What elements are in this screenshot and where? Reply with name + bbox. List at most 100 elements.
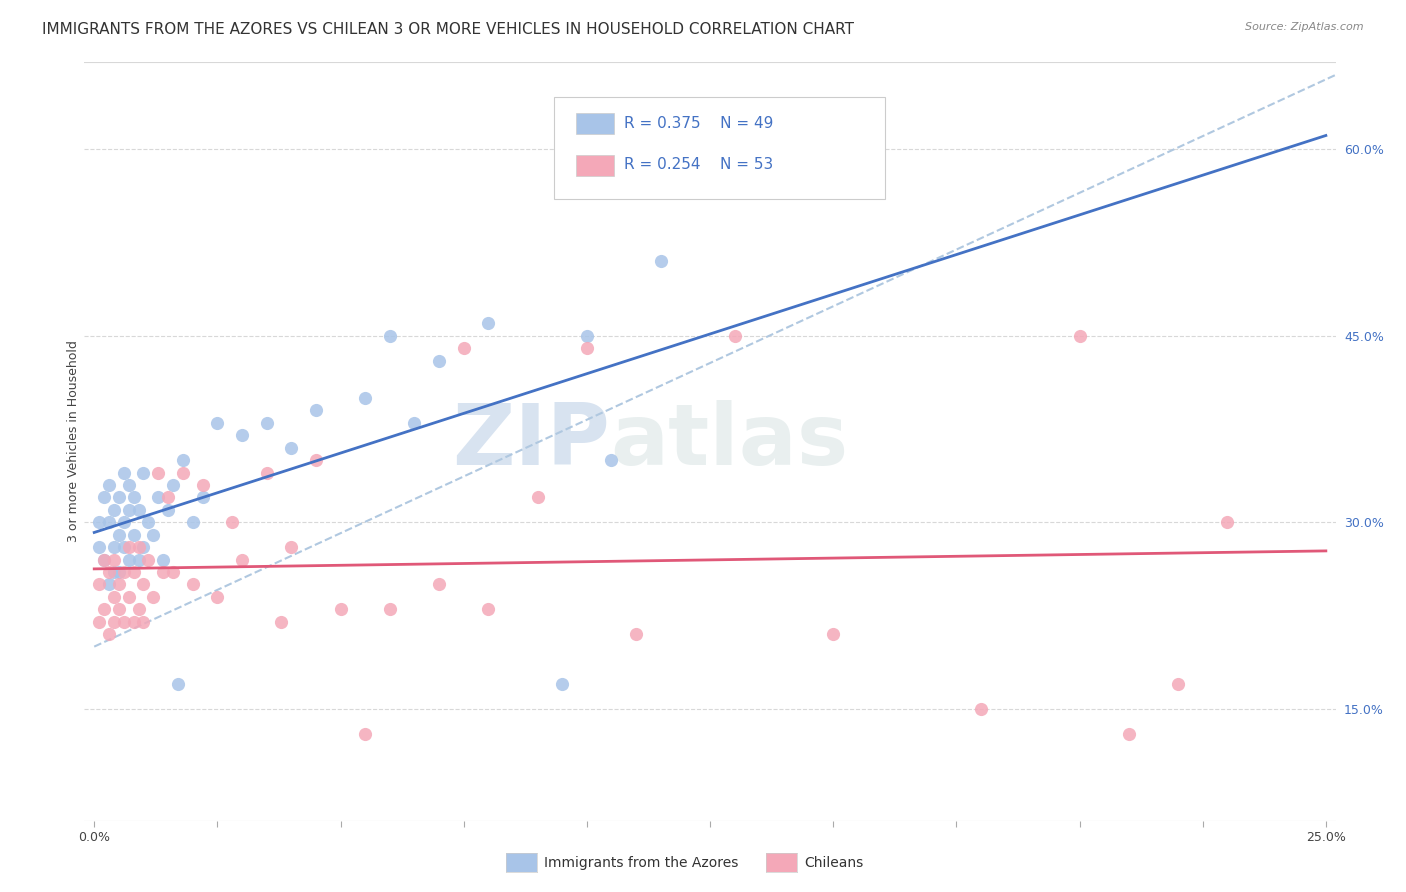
Text: atlas: atlas bbox=[610, 400, 848, 483]
Point bbox=[575, 329, 598, 343]
Text: Chileans: Chileans bbox=[804, 855, 863, 870]
Point bbox=[427, 353, 450, 368]
Point bbox=[724, 329, 747, 343]
Point bbox=[89, 577, 111, 591]
Point bbox=[138, 552, 160, 566]
Point bbox=[453, 341, 475, 355]
Point bbox=[122, 528, 145, 542]
Point bbox=[103, 590, 125, 604]
Point bbox=[93, 491, 115, 505]
Point bbox=[231, 552, 253, 566]
FancyBboxPatch shape bbox=[554, 96, 886, 199]
Point bbox=[118, 503, 141, 517]
Text: Source: ZipAtlas.com: Source: ZipAtlas.com bbox=[1246, 22, 1364, 32]
Point bbox=[128, 552, 150, 566]
Point bbox=[112, 615, 135, 629]
FancyBboxPatch shape bbox=[576, 155, 613, 177]
Text: R = 0.254    N = 53: R = 0.254 N = 53 bbox=[624, 157, 773, 172]
Point bbox=[378, 329, 401, 343]
Point bbox=[404, 416, 426, 430]
Point bbox=[89, 540, 111, 554]
Point bbox=[477, 317, 499, 331]
Point bbox=[132, 466, 155, 480]
Point bbox=[207, 416, 229, 430]
Point bbox=[823, 627, 845, 641]
Point bbox=[1167, 677, 1189, 691]
Point bbox=[477, 602, 499, 616]
Point bbox=[191, 491, 214, 505]
Point bbox=[93, 602, 115, 616]
Point bbox=[305, 403, 328, 417]
Point bbox=[354, 726, 377, 740]
Point bbox=[191, 478, 214, 492]
Point bbox=[256, 416, 278, 430]
Point bbox=[148, 466, 170, 480]
Point bbox=[108, 602, 131, 616]
Point bbox=[280, 540, 302, 554]
Point bbox=[89, 516, 111, 530]
Text: R = 0.375    N = 49: R = 0.375 N = 49 bbox=[624, 116, 773, 130]
Point bbox=[103, 552, 125, 566]
Point bbox=[329, 602, 352, 616]
Point bbox=[103, 503, 125, 517]
Point bbox=[103, 565, 125, 579]
Point bbox=[128, 540, 150, 554]
Point bbox=[103, 540, 125, 554]
Point bbox=[93, 552, 115, 566]
Point bbox=[98, 565, 121, 579]
Point bbox=[112, 466, 135, 480]
Point bbox=[132, 577, 155, 591]
FancyBboxPatch shape bbox=[576, 113, 613, 135]
Point bbox=[207, 590, 229, 604]
Point bbox=[132, 615, 155, 629]
Point bbox=[172, 453, 194, 467]
Point bbox=[624, 627, 647, 641]
Point bbox=[221, 516, 243, 530]
Text: ZIP: ZIP bbox=[453, 400, 610, 483]
Point bbox=[98, 577, 121, 591]
Point bbox=[280, 441, 302, 455]
Point bbox=[575, 341, 598, 355]
Point bbox=[231, 428, 253, 442]
Point bbox=[181, 516, 204, 530]
Point bbox=[650, 254, 672, 268]
Point bbox=[98, 478, 121, 492]
Point bbox=[256, 466, 278, 480]
Point bbox=[128, 602, 150, 616]
Point bbox=[354, 391, 377, 405]
Point bbox=[167, 677, 190, 691]
Point bbox=[112, 540, 135, 554]
Point bbox=[98, 627, 121, 641]
Point bbox=[118, 552, 141, 566]
Point bbox=[108, 491, 131, 505]
Point bbox=[142, 528, 165, 542]
Point bbox=[270, 615, 292, 629]
Point bbox=[1069, 329, 1091, 343]
Point bbox=[89, 615, 111, 629]
Point bbox=[118, 540, 141, 554]
Point bbox=[970, 702, 993, 716]
Point bbox=[122, 565, 145, 579]
Point bbox=[172, 466, 194, 480]
Point bbox=[157, 491, 180, 505]
Point bbox=[128, 503, 150, 517]
Y-axis label: 3 or more Vehicles in Household: 3 or more Vehicles in Household bbox=[66, 341, 80, 542]
Point bbox=[152, 565, 174, 579]
Point bbox=[138, 516, 160, 530]
Point bbox=[132, 540, 155, 554]
Point bbox=[103, 615, 125, 629]
Point bbox=[98, 516, 121, 530]
Point bbox=[427, 577, 450, 591]
Point bbox=[118, 478, 141, 492]
Text: Immigrants from the Azores: Immigrants from the Azores bbox=[544, 855, 738, 870]
Point bbox=[122, 615, 145, 629]
Point bbox=[378, 602, 401, 616]
Point bbox=[600, 453, 623, 467]
Point bbox=[181, 577, 204, 591]
Point bbox=[526, 491, 548, 505]
Point bbox=[93, 552, 115, 566]
Point bbox=[112, 565, 135, 579]
Point bbox=[551, 677, 574, 691]
Point bbox=[148, 491, 170, 505]
Point bbox=[162, 565, 184, 579]
